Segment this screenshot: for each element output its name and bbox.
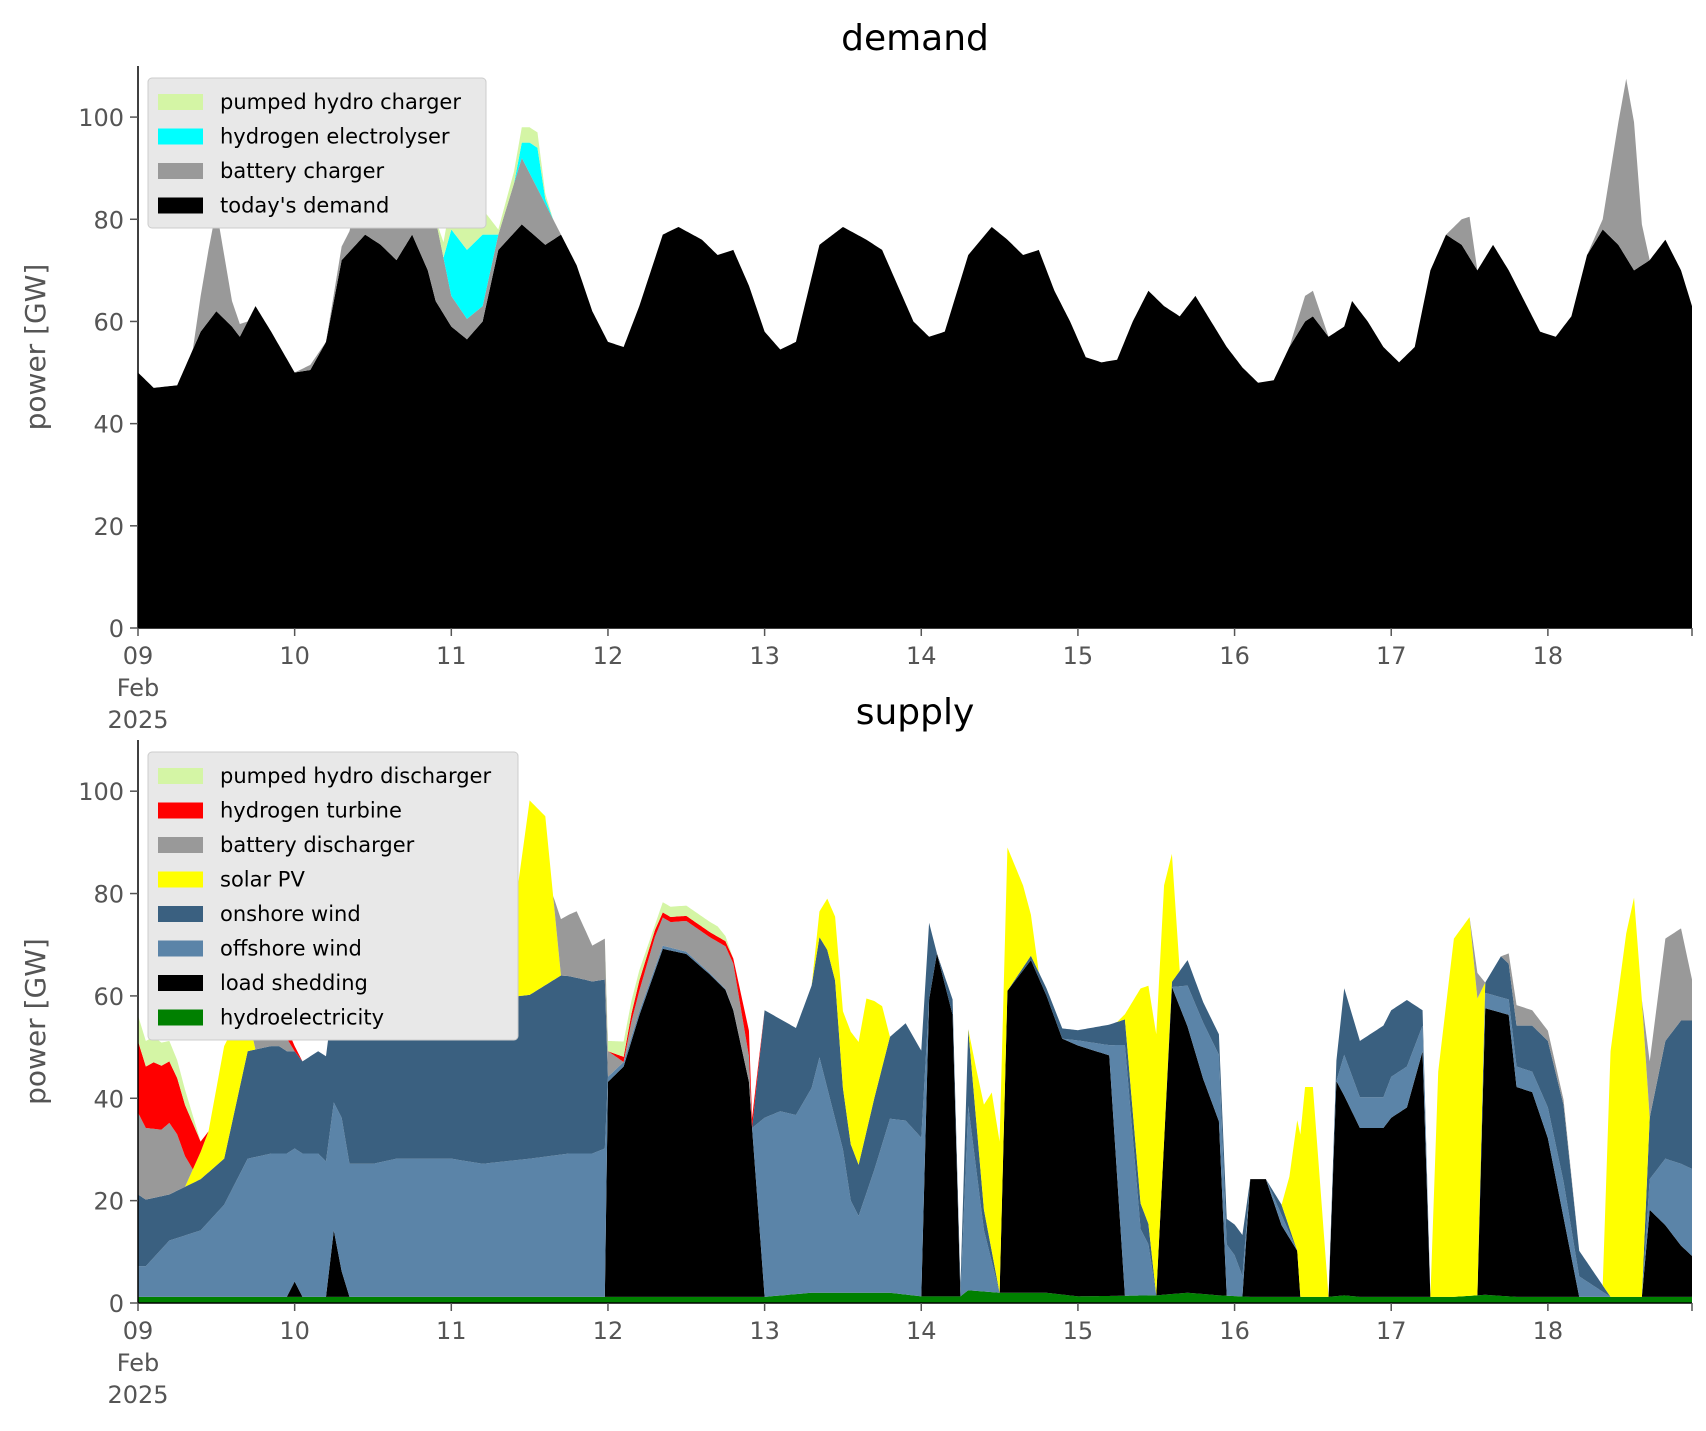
y-tick-label: 20: [93, 513, 124, 541]
x-tick-label: 2025: [107, 1381, 168, 1409]
x-tick-label: 18: [1533, 1317, 1564, 1345]
legend-swatch: [158, 871, 203, 888]
x-tick-label: 13: [749, 1317, 780, 1345]
legend-label: onshore wind: [220, 902, 361, 926]
legend-item-battery-discharger: battery discharger: [158, 833, 415, 857]
x-tick-label: 13: [749, 642, 780, 670]
area-offshore-wind: [138, 945, 1692, 1297]
legend-swatch: [158, 837, 203, 853]
legend-label: battery discharger: [220, 833, 415, 857]
area-hydroelectricity: [138, 1290, 1692, 1303]
y-tick-label: 0: [109, 1290, 124, 1318]
legend-item-hydrogen-electrolyser: hydrogen electrolyser: [158, 125, 450, 149]
x-tick-label: 16: [1219, 642, 1250, 670]
legend-swatch: [158, 940, 203, 957]
legend-label: load shedding: [220, 971, 368, 995]
legend-swatch: [158, 163, 203, 179]
x-tick-label: 12: [593, 642, 624, 670]
area-today-s-demand: [138, 224, 1692, 628]
x-tick-label: 14: [906, 642, 937, 670]
area-hydrogen-electrolyser: [138, 78, 1692, 388]
area-pumped-hydro-charger: [138, 78, 1692, 388]
legend-swatch: [158, 1009, 203, 1026]
x-tick-label: 2025: [107, 706, 168, 734]
legend-label: today's demand: [220, 194, 389, 218]
y-tick-label: 20: [93, 1188, 124, 1216]
legend-label: hydroelectricity: [220, 1006, 384, 1030]
legend-swatch: [158, 768, 203, 784]
legend-item-onshore-wind: onshore wind: [158, 902, 361, 926]
legend-label: battery charger: [220, 159, 385, 183]
legend-swatch: [158, 128, 203, 145]
x-tick-label: 09: [123, 1317, 154, 1345]
x-tick-label: 15: [1063, 642, 1094, 670]
legend-label: hydrogen turbine: [220, 799, 402, 823]
supply-panel: 0 20 40 60 80 100 09 Feb 2025 10 11 12 13 14 15 16 17 18 s…: [19, 692, 1693, 1409]
x-tick-label: 16: [1219, 1317, 1250, 1345]
area-battery-charger: [138, 78, 1692, 388]
demand-areas: [138, 78, 1692, 628]
x-tick-label: Feb: [117, 674, 160, 702]
y-tick-label: 60: [93, 308, 124, 336]
legend-box: [147, 77, 487, 229]
x-tick-label: 10: [279, 1317, 310, 1345]
x-tick-label: 11: [436, 642, 467, 670]
legend-box: [147, 751, 519, 1041]
supply-areas: [138, 800, 1692, 1303]
area-load-shedding: [138, 948, 1692, 1297]
x-tick-label: 17: [1376, 1317, 1407, 1345]
y-tick-label: 0: [109, 615, 124, 643]
x-tick-label: 10: [279, 642, 310, 670]
area-onshore-wind: [138, 922, 1692, 1297]
legend-swatch: [158, 94, 203, 110]
legend-label: solar PV: [220, 868, 305, 892]
legend-swatch: [158, 197, 203, 214]
legend-swatch: [158, 975, 203, 991]
legend-label: offshore wind: [220, 937, 362, 961]
y-tick-label: 80: [93, 881, 124, 909]
area-solar-pv: [138, 800, 1692, 1297]
legend-label: pumped hydro discharger: [220, 764, 491, 788]
y-tick-label: 40: [93, 1085, 124, 1113]
x-tick-label: 12: [593, 1317, 624, 1345]
y-axis-label: power [GW]: [19, 264, 52, 431]
legend-item-pumped-hydro-discharger: pumped hydro discharger: [158, 764, 491, 788]
x-tick-label: 14: [906, 1317, 937, 1345]
x-tick-label: 09: [123, 642, 154, 670]
legend: pumped hydro charger hydrogen electrolyse…: [147, 77, 487, 229]
y-tick-label: 40: [93, 411, 124, 439]
y-tick-label: 100: [78, 778, 124, 806]
legend-item-today-s-demand: today's demand: [158, 194, 389, 218]
y-tick-label: 100: [78, 104, 124, 132]
legend-item-offshore-wind: offshore wind: [158, 937, 362, 961]
legend-label: hydrogen electrolyser: [220, 125, 450, 149]
x-tick-label: Feb: [117, 1349, 160, 1377]
legend-item-pumped-hydro-charger: pumped hydro charger: [158, 90, 461, 114]
demand-panel: 0 20 40 60 80 100 09 Feb 2025 10 11 12 13 14 15 16 17 18 d…: [19, 18, 1693, 734]
legend: pumped hydro discharger hydrogen turbine b…: [147, 751, 519, 1041]
chart-title: demand: [841, 18, 989, 59]
y-axis-label: power [GW]: [19, 938, 52, 1105]
legend-item-solar-pv: solar PV: [158, 868, 305, 892]
legend-item-hydrogen-turbine: hydrogen turbine: [158, 799, 402, 823]
x-tick-label: 11: [436, 1317, 467, 1345]
legend-swatch: [158, 906, 203, 922]
legend-item-load-shedding: load shedding: [158, 971, 368, 995]
y-tick-label: 80: [93, 206, 124, 234]
x-tick-label: 18: [1533, 642, 1564, 670]
chart-title: supply: [856, 692, 975, 733]
x-tick-label: 15: [1063, 1317, 1094, 1345]
y-tick-label: 60: [93, 983, 124, 1011]
legend-item-hydroelectricity: hydroelectricity: [158, 1006, 384, 1030]
legend-label: pumped hydro charger: [220, 90, 461, 114]
legend-swatch: [158, 802, 203, 819]
x-tick-label: 17: [1376, 642, 1407, 670]
legend-item-battery-charger: battery charger: [158, 159, 385, 183]
